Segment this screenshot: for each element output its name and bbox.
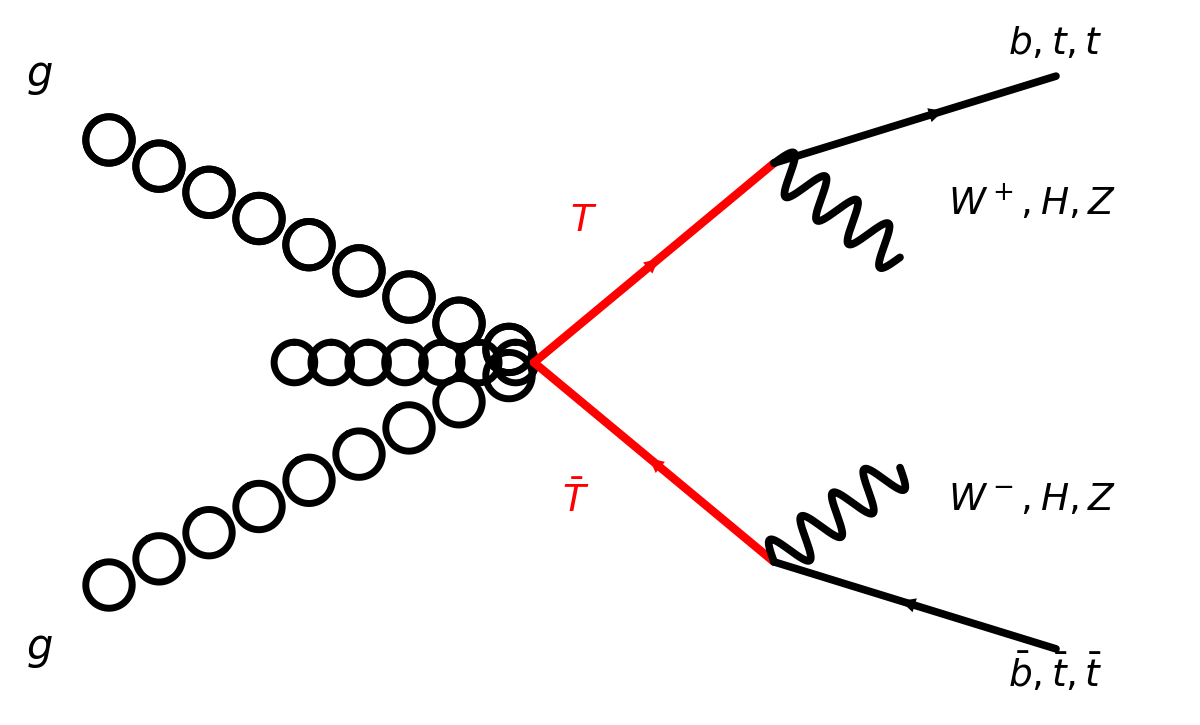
Text: $W^-, H, Z$: $W^-, H, Z$ (948, 482, 1116, 518)
Ellipse shape (238, 326, 292, 399)
Text: $W^+, H, Z$: $W^+, H, Z$ (948, 183, 1116, 223)
Text: $\bar{b}, \bar{t}, \bar{t}$: $\bar{b}, \bar{t}, \bar{t}$ (1008, 651, 1103, 695)
Text: $g$: $g$ (26, 628, 53, 670)
Text: $\bar{T}$: $\bar{T}$ (562, 481, 589, 520)
Text: $g$: $g$ (26, 55, 53, 97)
Text: $T$: $T$ (570, 203, 598, 239)
Text: $b, t, t$: $b, t, t$ (1008, 25, 1103, 62)
